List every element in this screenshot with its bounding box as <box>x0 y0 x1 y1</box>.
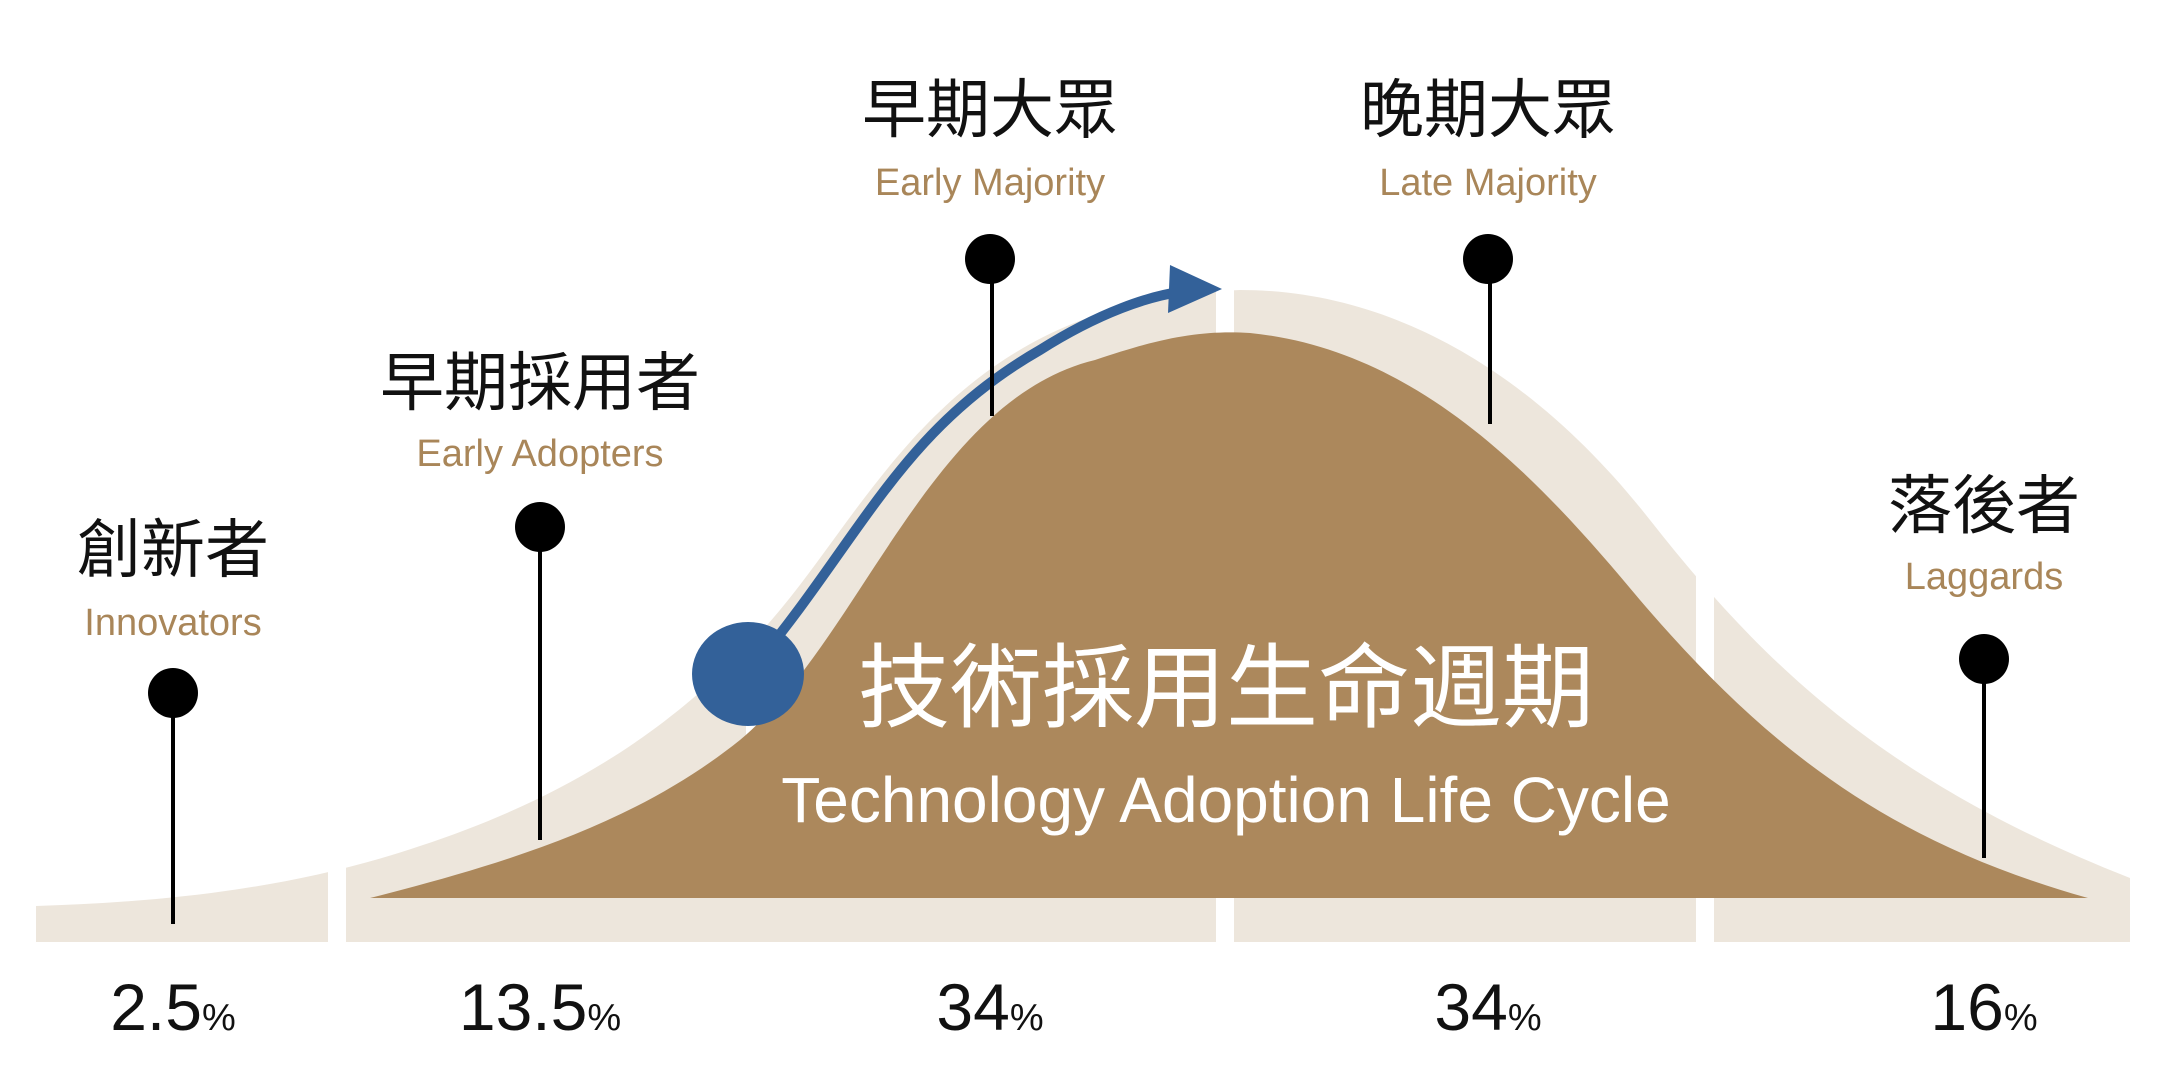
percent-late-majority: 34% <box>1434 970 1541 1044</box>
bell-curve <box>370 332 2088 898</box>
segment-early-adopters: 早期採用者 Early Adopters <box>380 347 700 475</box>
arrow-start-dot <box>692 622 804 726</box>
label-zh: 落後者 <box>1888 470 2080 544</box>
label-en: Innovators <box>84 602 261 644</box>
band-notch <box>746 898 764 942</box>
segment-late-majority: 晚期大眾 Late Majority <box>1360 74 1616 204</box>
pin-laggards-head <box>1959 634 2009 684</box>
segment-innovators: 創新者 Innovators <box>77 514 269 644</box>
percent-innovators: 2.5% <box>110 970 236 1044</box>
pins <box>171 259 1986 924</box>
label-zh: 早期採用者 <box>380 347 700 421</box>
adoption-arrow <box>692 265 1222 726</box>
arrow-line <box>750 287 1185 670</box>
label-en: Early Adopters <box>416 433 663 475</box>
percent-early-majority: 34% <box>936 970 1043 1044</box>
pin-early-majority-head <box>965 234 1015 284</box>
pin-early-adopters-head <box>515 502 565 552</box>
percent-laggards: 16% <box>1930 970 2037 1044</box>
segment-laggards: 落後者 Laggards <box>1888 470 2080 598</box>
title-zh: 技術採用生命週期 <box>858 635 1594 742</box>
label-zh: 創新者 <box>77 514 269 588</box>
title-en: Technology Adoption Life Cycle <box>781 764 1670 836</box>
pin-late-majority-head <box>1463 234 1513 284</box>
label-en: Late Majority <box>1379 162 1597 204</box>
arrow-head <box>1168 265 1222 313</box>
pin-innovators-head <box>148 668 198 718</box>
label-en: Laggards <box>1905 556 2063 598</box>
segment-early-majority: 早期大眾 Early Majority <box>862 74 1118 204</box>
label-en: Early Majority <box>875 162 1105 204</box>
label-zh: 晚期大眾 <box>1360 74 1616 148</box>
label-zh: 早期大眾 <box>862 74 1118 148</box>
percent-early-adopters: 13.5% <box>459 970 621 1044</box>
